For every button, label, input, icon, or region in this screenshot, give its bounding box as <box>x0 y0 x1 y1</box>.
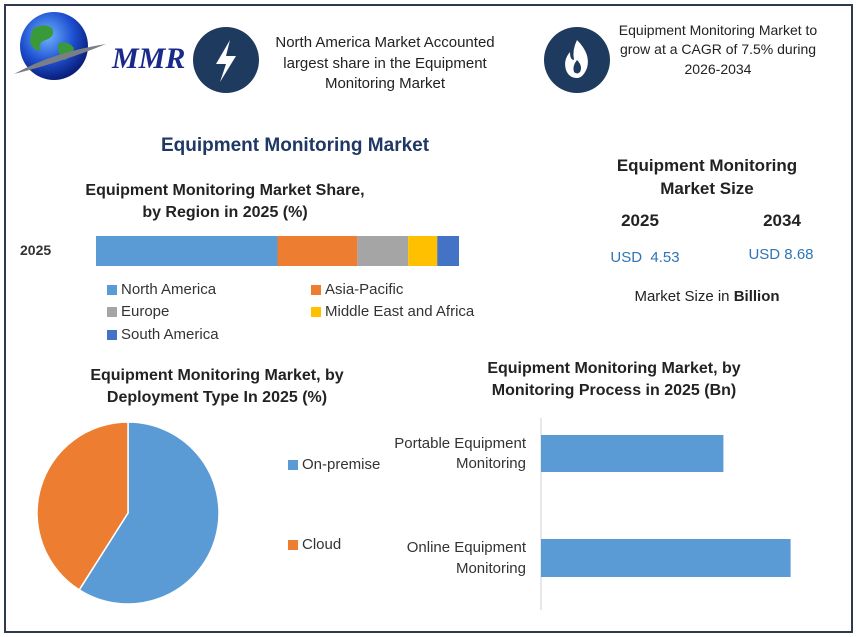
bar-segment <box>277 236 358 266</box>
market-size-title: Equipment Monitoring Market Size <box>616 156 798 199</box>
lightning-icon <box>193 27 259 93</box>
legend-swatch <box>107 330 117 340</box>
legend-label: Middle East and Africa <box>325 303 475 320</box>
legend-label: On-premise <box>302 456 381 473</box>
legend-swatch <box>107 285 117 295</box>
header-note: Equipment Monitoring Market to grow at a… <box>618 22 818 77</box>
header-note: North America Market Accounted largest s… <box>275 34 495 93</box>
chart-title: Equipment Monitoring Market, by Deployme… <box>90 367 344 407</box>
category-label: Portable Equipment Monitoring <box>394 434 526 473</box>
category-label: 2025 <box>20 242 52 258</box>
market-value: USD 8.68 <box>748 246 814 263</box>
bar <box>541 539 791 577</box>
year: 2034 <box>763 211 801 230</box>
chart-title: Equipment Monitoring Market Share, by Re… <box>85 182 365 222</box>
pie-slice <box>36 421 129 591</box>
year: 2025 <box>621 211 659 230</box>
market-size-note: Market Size in Billion <box>597 287 817 308</box>
bar-segment <box>96 236 278 266</box>
legend-label: Europe <box>121 303 170 320</box>
logo-globe <box>14 12 106 80</box>
frame-border <box>4 4 853 633</box>
chart-title: Equipment Monitoring Market, by Monitori… <box>487 360 741 400</box>
legend-label: South America <box>121 326 219 343</box>
note-unit: Billion <box>733 288 780 305</box>
market-value: USD 4.53 <box>610 249 680 266</box>
pie-slice <box>78 421 220 605</box>
legend-label: Cloud <box>302 536 342 553</box>
category-label: Online Equipment Monitoring <box>406 539 526 577</box>
bar-segment <box>437 236 459 266</box>
bar <box>541 435 724 472</box>
bar-segment <box>357 236 409 266</box>
legend-label: Asia-Pacific <box>325 281 404 298</box>
legend-swatch <box>288 460 298 470</box>
legend-swatch <box>288 540 298 550</box>
legend-swatch <box>311 307 321 317</box>
flame-icon <box>544 27 610 93</box>
note-text: Market Size in <box>634 288 730 305</box>
legend-label: North America <box>121 281 217 298</box>
main-title: Equipment Monitoring Market <box>160 135 430 156</box>
legend-swatch <box>107 307 117 317</box>
legend-swatch <box>311 285 321 295</box>
bar-segment <box>408 236 438 266</box>
logo-text: MMR <box>111 42 185 75</box>
